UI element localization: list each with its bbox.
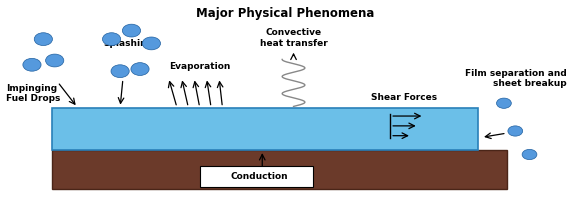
Ellipse shape	[103, 33, 121, 46]
Text: Film separation and
sheet breakup: Film separation and sheet breakup	[465, 69, 567, 88]
Ellipse shape	[46, 54, 64, 67]
Ellipse shape	[23, 58, 41, 71]
Text: Shear Forces: Shear Forces	[371, 93, 437, 102]
Text: Impinging
Fuel Drops: Impinging Fuel Drops	[6, 84, 61, 103]
Ellipse shape	[496, 98, 511, 108]
Text: Splashing: Splashing	[104, 39, 154, 48]
Ellipse shape	[34, 33, 52, 46]
Text: Convective
heat transfer: Convective heat transfer	[260, 28, 327, 48]
Ellipse shape	[131, 63, 149, 75]
Text: Conduction: Conduction	[231, 172, 288, 181]
Bar	[52, 150, 507, 189]
Ellipse shape	[522, 149, 537, 160]
Text: Major Physical Phenomena: Major Physical Phenomena	[196, 7, 374, 20]
Bar	[200, 166, 314, 187]
Ellipse shape	[508, 126, 523, 136]
Ellipse shape	[142, 37, 161, 50]
Bar	[52, 108, 478, 150]
Text: Evaporation: Evaporation	[169, 62, 230, 71]
Ellipse shape	[123, 24, 141, 37]
Ellipse shape	[111, 65, 129, 78]
